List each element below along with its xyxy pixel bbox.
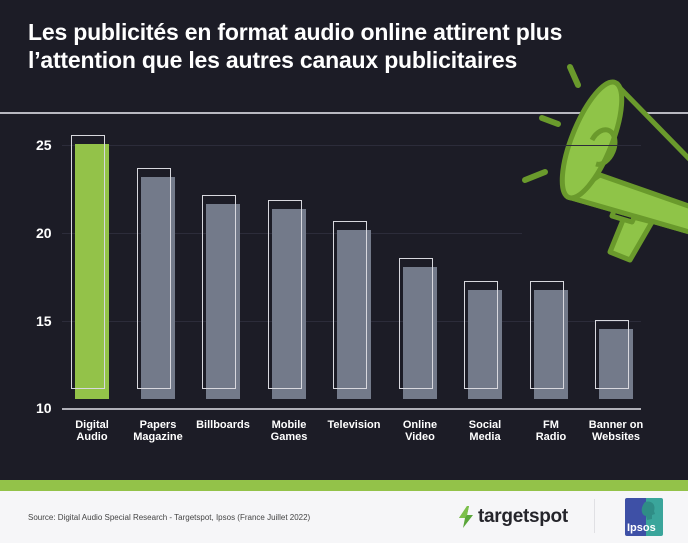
y-tick-20: 20 (36, 225, 52, 241)
bar-outline (464, 281, 498, 389)
x-label: Billboards (196, 419, 250, 431)
bar-online-video (403, 267, 437, 399)
chart-area: Les publicités en format audio online at… (0, 19, 688, 443)
ipsos-brand: Ipsos (627, 522, 656, 534)
x-label: Online Video (402, 419, 438, 443)
head-silhouette-icon (641, 501, 655, 520)
source-note: Source: Digital Audio Special Research -… (28, 513, 311, 522)
accent-band (0, 480, 688, 491)
bar-papers-magazine (141, 177, 175, 399)
x-label: Television (327, 419, 381, 431)
x-label: Digital Audio (75, 419, 109, 443)
y-tick-15: 15 (36, 313, 52, 329)
bar-outline (202, 195, 236, 389)
lightning-bolt-icon (459, 506, 473, 528)
bar-mobile-games (272, 209, 306, 399)
bar-outline (137, 168, 171, 389)
bar-outline (333, 221, 367, 389)
bar-outline (399, 258, 433, 389)
bar-billboards (206, 204, 240, 399)
title-separator (0, 112, 688, 114)
x-label: Papers Magazine (133, 419, 183, 443)
y-tick-25: 25 (36, 137, 52, 153)
targetspot-logo: targetspot (458, 506, 568, 528)
bar-outline (595, 320, 629, 389)
megaphone-icon (522, 64, 688, 263)
ipsos-logo: Ipsos (625, 498, 663, 536)
bar-social-media (468, 290, 502, 399)
chart-title: Les publicités en format audio online at… (28, 19, 563, 73)
bar-outline (530, 281, 564, 389)
footer: Source: Digital Audio Special Research -… (0, 491, 688, 543)
bar-television (337, 230, 371, 399)
y-tick-10: 10 (36, 400, 52, 416)
x-label: Social Media (468, 419, 502, 443)
bar-outline (268, 200, 302, 389)
bar-banner-on-websites (599, 329, 633, 399)
logo-divider (594, 499, 595, 533)
gridline-25 (62, 145, 641, 146)
bar-fm-radio (534, 290, 568, 399)
bar-outline (71, 135, 105, 389)
x-label: FM Radio (535, 419, 567, 443)
x-label: Mobile Games (270, 419, 308, 443)
x-label: Banner on Websites (588, 419, 644, 443)
x-axis-line (62, 408, 641, 410)
bar-digital-audio (75, 144, 109, 399)
targetspot-brand: targetspot (478, 506, 568, 527)
